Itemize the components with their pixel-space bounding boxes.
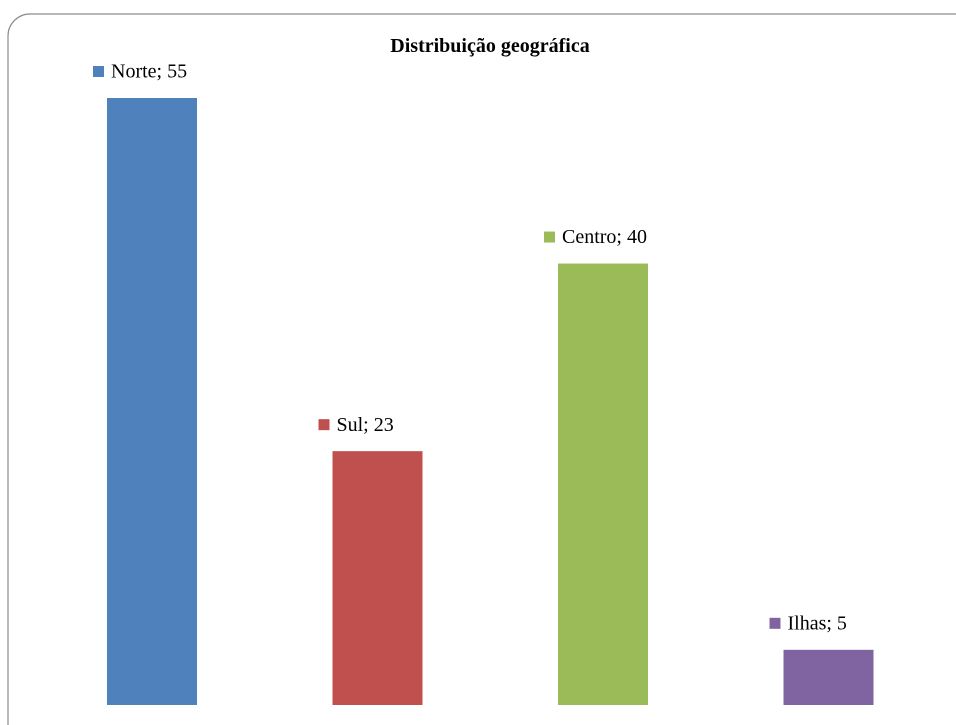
chart-title: Distribuição geográfica xyxy=(390,35,589,57)
data-label: Norte; 55 xyxy=(111,61,187,83)
data-label-marker xyxy=(769,617,781,629)
data-label-marker xyxy=(318,419,330,431)
bar xyxy=(107,98,197,705)
bar xyxy=(558,263,648,705)
data-label-marker xyxy=(544,231,555,243)
chart-frame xyxy=(7,13,956,725)
bar xyxy=(783,649,874,705)
data-label: Ilhas; 5 xyxy=(788,612,847,634)
data-label-marker xyxy=(93,66,104,77)
data-label: Sul; 23 xyxy=(337,414,394,436)
bar xyxy=(332,451,423,705)
data-label: Centro; 40 xyxy=(562,226,647,248)
